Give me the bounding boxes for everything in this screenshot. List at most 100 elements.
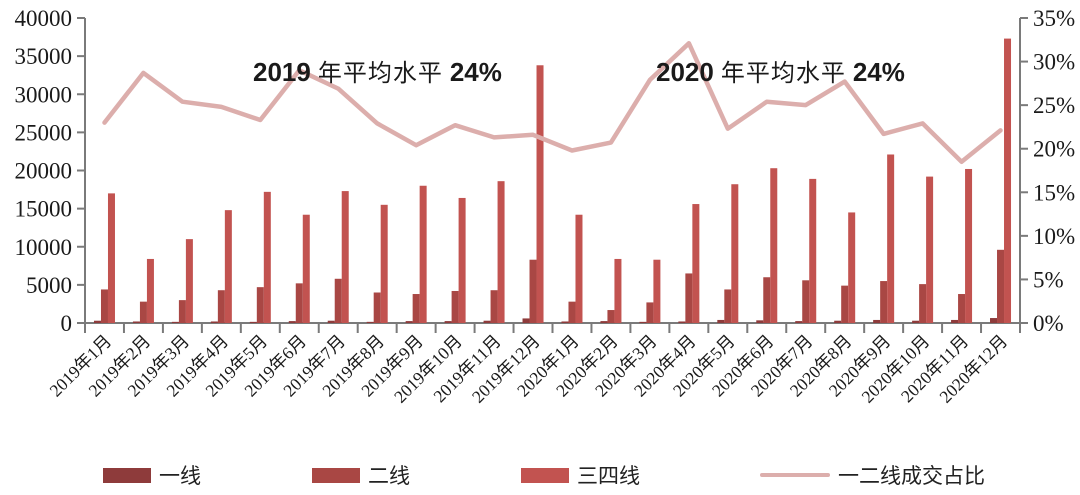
- bar-一线-2020年9月: [873, 319, 881, 323]
- legend-label: 一线: [159, 464, 201, 488]
- bar-一线-2020年5月: [717, 319, 725, 323]
- bar-一线-2019年2月: [132, 321, 140, 323]
- annotation-2020-average: 2020 年平均水平 24%: [656, 53, 905, 88]
- bar-三四线-2020年2月: [614, 258, 622, 323]
- left-axis-label: 20000: [15, 159, 73, 184]
- bar-一线-2020年10月: [912, 320, 920, 323]
- bar-二线-2019年5月: [256, 287, 264, 323]
- bar-三四线-2019年11月: [497, 181, 505, 323]
- bar-三四线-2020年1月: [575, 214, 583, 323]
- left-axis-label: 0: [61, 311, 73, 336]
- bar-二线-2020年2月: [607, 310, 615, 323]
- legend: 一线 二线 三四线 一二线成交占比: [0, 460, 1080, 492]
- bar-一线-2020年6月: [756, 320, 764, 323]
- annotation-value: 24%: [852, 57, 905, 87]
- bar-二线-2020年4月: [685, 273, 693, 323]
- bar-三四线-2019年9月: [419, 185, 427, 323]
- bar-一线-2020年11月: [951, 319, 959, 323]
- bar-二线-2020年5月: [724, 289, 732, 323]
- legend-item-erxian: 二线: [312, 460, 410, 490]
- bar-二线-2019年3月: [178, 300, 186, 323]
- annotation-value: 24%: [449, 57, 502, 87]
- bar-二线-2019年1月: [100, 289, 108, 323]
- bar-一线-2019年4月: [210, 321, 218, 323]
- bar-三四线-2019年1月: [107, 193, 115, 323]
- right-axis-label: 15%: [1033, 180, 1075, 205]
- bar-二线-2019年2月: [139, 301, 147, 323]
- legend-item-yixian: 一线: [103, 460, 201, 490]
- bar-一线-2019年1月: [93, 320, 101, 323]
- bar-二线-2019年8月: [373, 292, 381, 323]
- left-axis-label: 40000: [15, 6, 73, 31]
- bar-二线-2020年7月: [802, 280, 810, 323]
- bar-一线-2020年2月: [600, 321, 608, 323]
- bar-三四线-2019年7月: [341, 191, 349, 323]
- annotation-year: 2019: [253, 57, 311, 87]
- bar-一线-2020年8月: [834, 320, 842, 323]
- bar-一线-2019年6月: [288, 321, 296, 323]
- bar-三四线-2020年4月: [692, 204, 700, 323]
- bar-三四线-2020年7月: [809, 178, 817, 323]
- legend-item-sansixian: 三四线: [521, 460, 640, 490]
- bar-一线-2019年9月: [405, 321, 413, 323]
- legend-label: 二线: [368, 464, 410, 488]
- bar-一线-2020年1月: [561, 321, 569, 323]
- bar-三四线-2020年10月: [926, 176, 934, 323]
- bar-二线-2020年1月: [568, 301, 576, 323]
- bar-三四线-2019年12月: [536, 65, 544, 324]
- bar-一线-2019年7月: [327, 320, 335, 323]
- bar-三四线-2019年3月: [185, 239, 193, 323]
- bar-一线-2019年3月: [171, 321, 179, 323]
- right-axis-label: 35%: [1033, 6, 1075, 31]
- annotation-text: 年平均水平: [720, 61, 846, 87]
- bar-二线-2019年4月: [217, 290, 225, 323]
- bar-三四线-2020年5月: [731, 184, 739, 323]
- bar-二线-2019年11月: [490, 290, 498, 323]
- bar-二线-2019年7月: [334, 278, 342, 323]
- annotation-2019-average: 2019 年平均水平 24%: [253, 53, 502, 88]
- bar-一线-2019年10月: [444, 321, 452, 323]
- bar-二线-2019年10月: [451, 290, 459, 323]
- left-axis-label: 10000: [15, 235, 73, 260]
- bar-三四线-2020年9月: [887, 154, 895, 323]
- bar-三四线-2020年6月: [770, 168, 778, 323]
- legend-label: 三四线: [577, 464, 640, 488]
- annotation-text: 年平均水平: [317, 61, 443, 87]
- right-axis-label: 30%: [1033, 50, 1075, 75]
- line-series-一二线成交占比: [102, 41, 1003, 165]
- bar-三四线-2019年8月: [380, 204, 388, 323]
- right-axis-label: 25%: [1033, 93, 1075, 118]
- left-axis-label: 15000: [15, 197, 73, 222]
- bar-二线-2020年10月: [919, 284, 927, 323]
- bar-三四线-2020年11月: [965, 168, 973, 323]
- bar-一线-2020年3月: [639, 321, 647, 323]
- annotation-year: 2020: [656, 57, 714, 87]
- legend-line-sample: [760, 473, 830, 477]
- bar-二线-2019年6月: [295, 283, 303, 323]
- bar-一线-2020年7月: [795, 321, 803, 323]
- bar-一线-2019年11月: [483, 320, 491, 323]
- legend-item-line-ratio: 一二线成交占比: [760, 460, 985, 490]
- bar-二线-2020年12月: [997, 249, 1005, 323]
- bar-三四线-2019年4月: [224, 210, 232, 323]
- bar-一线-2019年5月: [249, 321, 257, 323]
- bar-三四线-2019年5月: [263, 191, 271, 323]
- legend-swatch-yixian: [103, 467, 151, 483]
- bar-一线-2020年12月: [990, 318, 998, 323]
- right-axis-label: 0%: [1033, 311, 1064, 336]
- bar-二线-2019年12月: [529, 259, 537, 323]
- right-axis-label: 20%: [1033, 137, 1075, 162]
- left-axis-label: 5000: [26, 273, 72, 298]
- bar-二线-2020年8月: [841, 285, 849, 323]
- bar-二线-2020年11月: [958, 294, 966, 323]
- bar-二线-2020年3月: [646, 302, 654, 323]
- right-axis-label: 10%: [1033, 224, 1075, 249]
- bar-三四线-2020年3月: [653, 259, 661, 323]
- left-axis-label: 35000: [15, 44, 73, 69]
- right-axis-label: 5%: [1033, 267, 1064, 292]
- bar-三四线-2019年10月: [458, 197, 466, 323]
- legend-swatch-sansixian: [521, 467, 569, 483]
- bar-三四线-2020年12月: [1004, 38, 1012, 324]
- bar-一线-2019年12月: [522, 318, 530, 323]
